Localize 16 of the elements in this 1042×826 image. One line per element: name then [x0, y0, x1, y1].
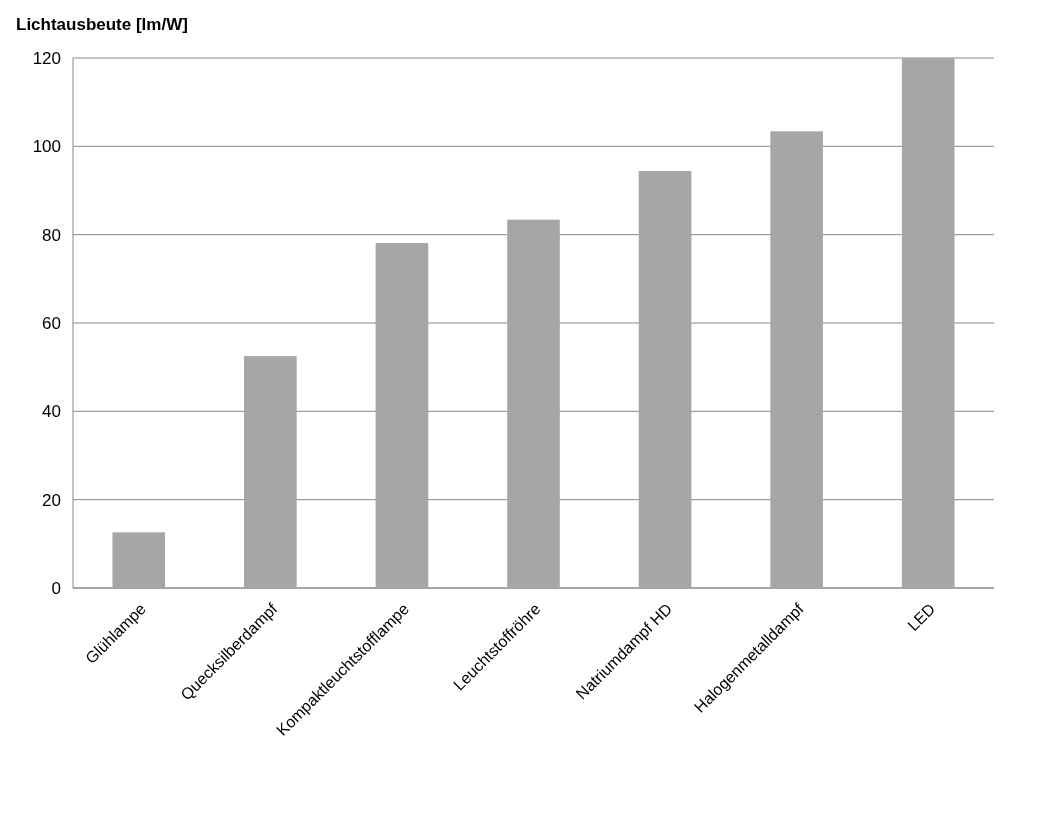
y-tick-label: 100 — [32, 137, 61, 157]
chart-title: Lichtausbeute [lm/W] — [16, 15, 188, 34]
bar — [375, 243, 429, 588]
y-tick-label: 20 — [42, 490, 61, 510]
bar — [901, 58, 955, 588]
bar — [638, 171, 692, 588]
bar — [112, 532, 166, 588]
y-tick-label: 40 — [42, 402, 61, 422]
bar — [507, 219, 560, 588]
bar — [770, 131, 823, 588]
x-tick-label: LED — [904, 600, 939, 635]
y-tick-label: 120 — [32, 48, 61, 68]
bar — [244, 356, 297, 588]
y-tick-label: 0 — [51, 578, 61, 598]
y-tick-label: 80 — [42, 225, 61, 245]
y-tick-label: 60 — [42, 313, 61, 333]
